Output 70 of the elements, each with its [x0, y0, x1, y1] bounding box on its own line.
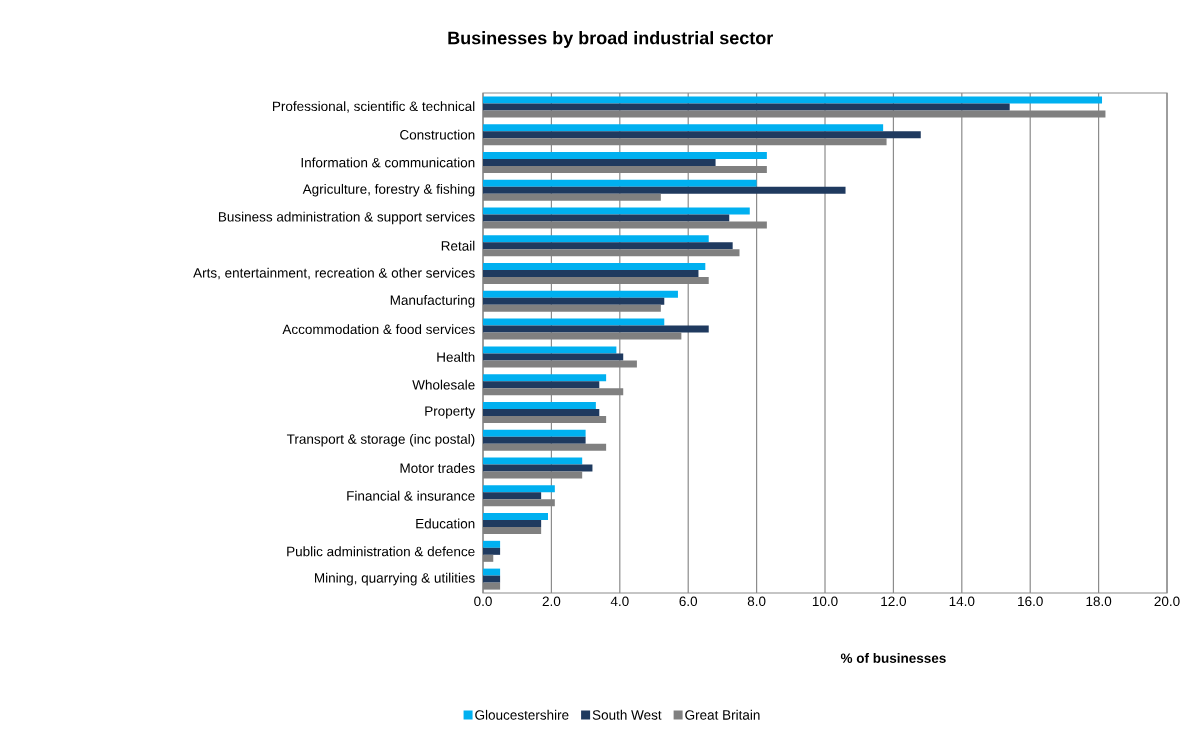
- bar: [483, 214, 730, 222]
- bar: [483, 270, 699, 278]
- bar: [483, 429, 586, 437]
- bar: [483, 457, 583, 465]
- bar: [483, 401, 596, 409]
- y-tick-label: Motor trades: [400, 463, 475, 473]
- y-tick-label: Mining, quarrying & utilities: [315, 572, 475, 586]
- y-tick-label: Public administration & defence: [287, 546, 475, 557]
- x-tick-label: 12.0: [881, 596, 907, 607]
- y-tick-label: Manufacturing: [390, 295, 475, 308]
- chart-title: Businesses by broad industrial sector: [448, 31, 773, 48]
- y-tick-label: Information & communication: [301, 157, 475, 168]
- bar: [483, 318, 665, 326]
- bar: [483, 297, 665, 305]
- legend-label: Gloucestershire: [475, 709, 569, 720]
- bar: [483, 353, 624, 361]
- bar: [483, 436, 586, 444]
- y-tick-label: Wholesale: [412, 379, 475, 390]
- legend-label: Great Britain: [685, 709, 760, 720]
- y-tick-label: Construction: [400, 129, 475, 140]
- legend-label: South West: [592, 709, 662, 720]
- x-tick-label: 6.0: [679, 596, 698, 607]
- bar: [483, 492, 542, 500]
- y-tick-label: Accommodation & food services: [282, 324, 475, 335]
- x-axis-title: % of businesses: [840, 653, 946, 663]
- bar: [483, 513, 548, 521]
- bar: [483, 186, 846, 194]
- y-tick-label: Health: [437, 351, 475, 362]
- x-tick-label: 0.0: [474, 596, 492, 607]
- bar: [483, 103, 1010, 111]
- y-tick-label: Arts, entertainment, recreation & other services: [193, 267, 475, 280]
- bar: [483, 235, 709, 243]
- bar: [483, 325, 709, 333]
- x-tick-label: 20.0: [1154, 596, 1180, 607]
- bar: [483, 520, 542, 528]
- x-tick-label: 8.0: [747, 596, 766, 607]
- y-tick-label: Business administration & support services: [218, 211, 475, 225]
- bar: [483, 568, 501, 576]
- y-tick-label: Property: [425, 406, 476, 419]
- bar: [483, 346, 617, 354]
- bar: [483, 151, 767, 159]
- x-tick-label: 14.0: [949, 596, 975, 607]
- x-tick-label: 18.0: [1086, 596, 1112, 607]
- y-tick-label: Professional, scientific & technical: [273, 101, 475, 113]
- bar: [483, 96, 1103, 104]
- bar: [483, 290, 678, 298]
- bar: [483, 464, 593, 472]
- y-tick-label: Financial & insurance: [347, 490, 475, 501]
- y-tick-label: Transport & storage (inc postal): [286, 433, 475, 447]
- bar: [483, 547, 501, 555]
- bar: [483, 131, 921, 139]
- bar: [483, 408, 600, 416]
- bar: [483, 263, 706, 271]
- bar: [483, 179, 757, 187]
- bar: [483, 124, 884, 132]
- bar: [483, 540, 501, 548]
- bar: [483, 158, 716, 166]
- x-tick-label: 10.0: [812, 596, 838, 607]
- x-tick-label: 16.0: [1018, 596, 1043, 607]
- y-tick-label: Retail: [441, 240, 475, 251]
- x-tick-label: 4.0: [610, 596, 629, 607]
- bar: [483, 381, 600, 389]
- y-tick-label: Education: [416, 518, 475, 529]
- bar: [483, 374, 607, 382]
- x-tick-label: 2.0: [542, 596, 561, 607]
- y-tick-label: Agriculture, forestry & fishing: [302, 183, 475, 197]
- bar: [483, 485, 555, 493]
- bar: [483, 575, 501, 583]
- bar: [483, 242, 733, 250]
- bar: [483, 207, 750, 215]
